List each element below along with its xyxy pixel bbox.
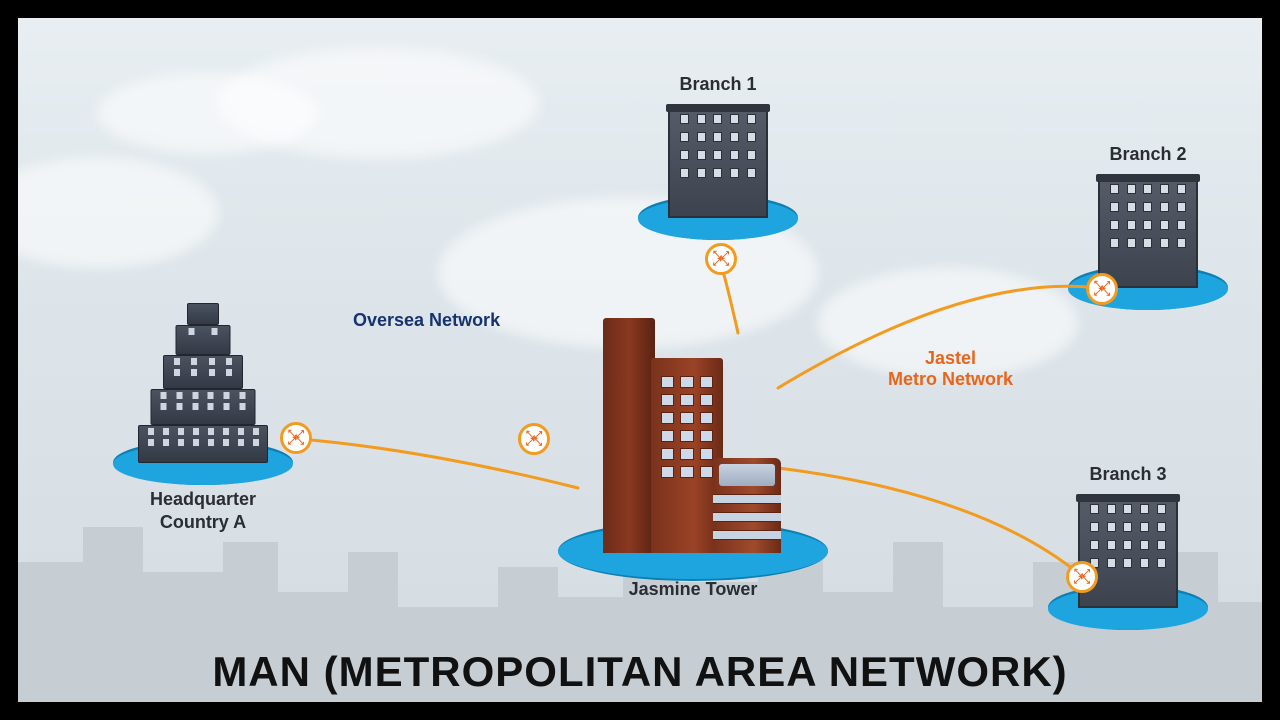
hq-label: Headquarter Country A [103, 488, 303, 535]
branch1-label: Branch 1 [618, 73, 818, 96]
branch2-label: Branch 2 [1048, 143, 1248, 166]
branch2-building-icon [1098, 178, 1198, 288]
diagram-title: MAN (Metropolitan Area Network) [18, 648, 1262, 696]
branch1-building-icon [668, 108, 768, 218]
node-branch3 [1048, 488, 1208, 618]
jasmine-tower-icon [603, 318, 783, 553]
branch3-building-icon [1078, 498, 1178, 608]
cloud-decor [98, 73, 318, 153]
connection-badge-icon: ⤡⤢⤢⤡ [705, 243, 737, 275]
hq-building-icon [138, 303, 268, 463]
cloud-decor [18, 158, 218, 268]
connection-badge-icon: ⤡⤢⤢⤡ [1066, 561, 1098, 593]
center-label: Jasmine Tower [593, 578, 793, 601]
node-hq [113, 303, 293, 473]
metro-network-label: Jastel Metro Network [888, 348, 1013, 390]
connection-badge-icon: ⤡⤢⤢⤡ [1086, 273, 1118, 305]
connection-badge-icon: ⤡⤢⤢⤡ [280, 422, 312, 454]
node-branch1 [638, 98, 798, 228]
branch3-label: Branch 3 [1028, 463, 1228, 486]
connection-badge-icon: ⤡⤢⤢⤡ [518, 423, 550, 455]
oversea-network-label: Oversea Network [353, 310, 500, 331]
node-center [558, 308, 828, 563]
diagram-frame: Headquarter Country A [18, 18, 1262, 702]
